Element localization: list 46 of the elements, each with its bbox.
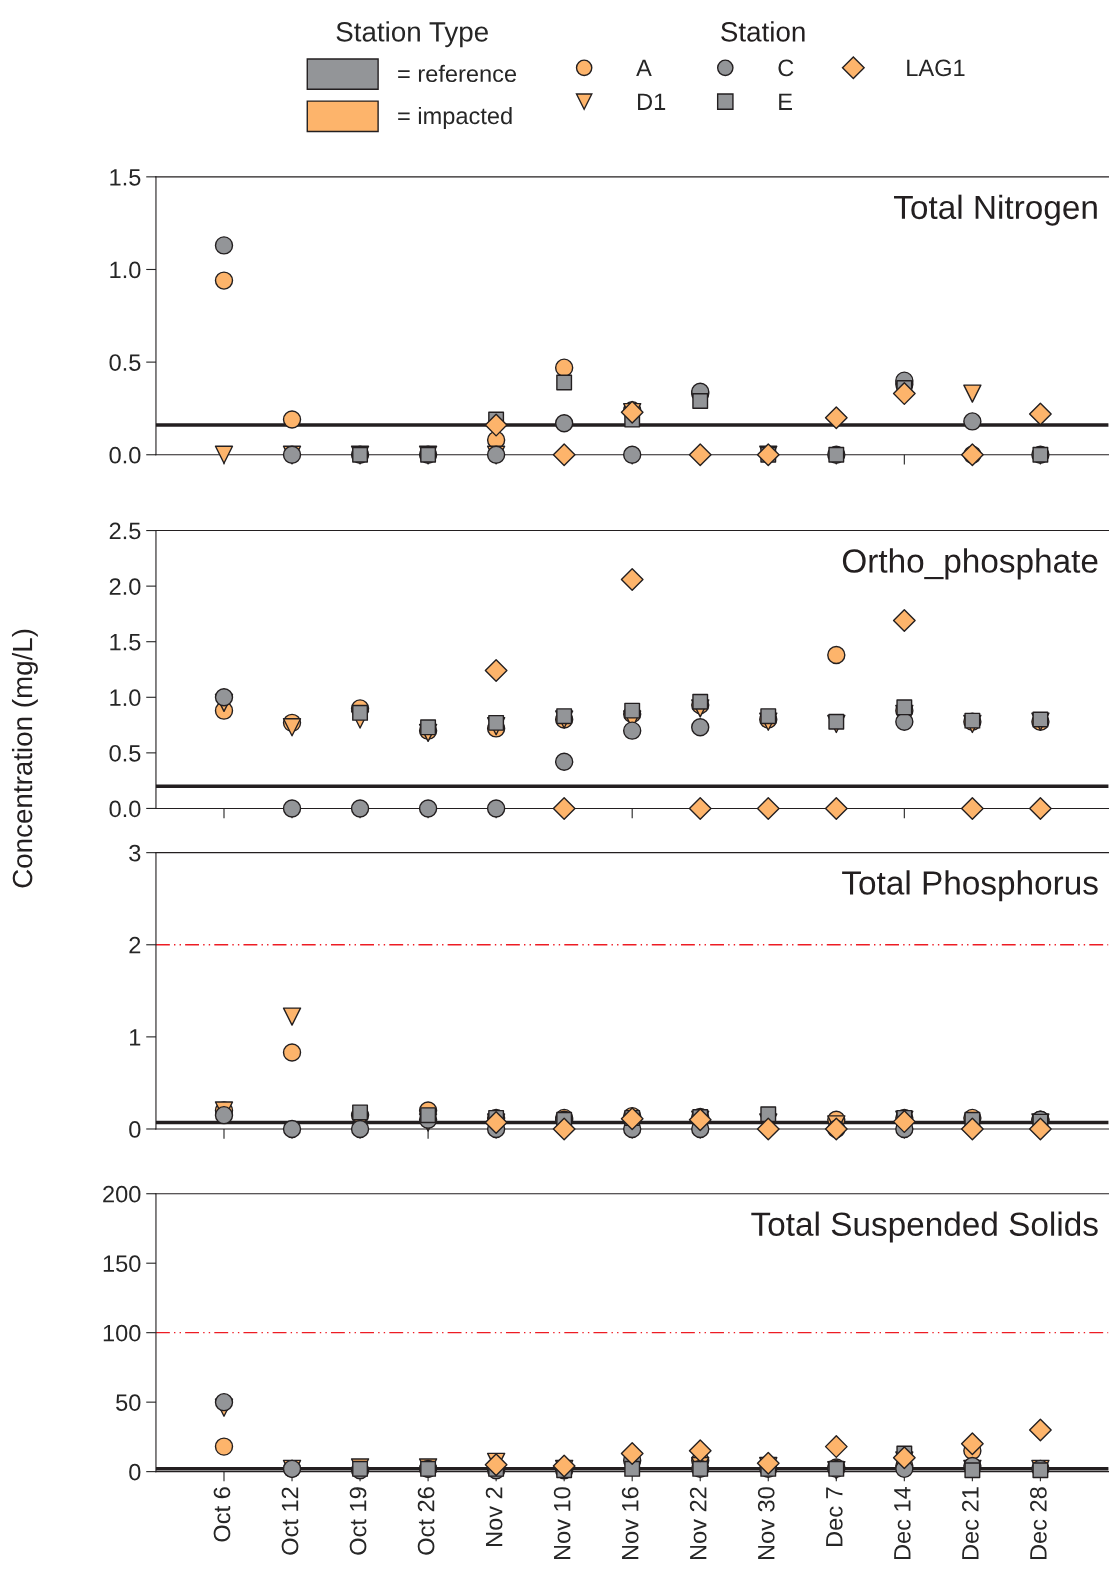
- y-tick-label: 0.0: [109, 800, 141, 818]
- y-tick-label: 0.5: [109, 744, 141, 762]
- x-tick-label: Dec 7: [826, 1487, 843, 1546]
- legend-label: D1: [638, 93, 666, 110]
- legend-label: A: [636, 59, 652, 77]
- text: Total Suspended Solids: [751, 1211, 1098, 1243]
- y-tick-label: 2.5: [109, 522, 141, 540]
- y-tick-label: 100: [103, 1324, 141, 1342]
- x-tick-label: Oct 12: [281, 1487, 299, 1555]
- x-tick-label: Nov 16: [621, 1487, 639, 1560]
- text: Total Nitrogen: [894, 194, 1097, 226]
- text: = reference: [398, 64, 517, 83]
- x-tick-label: Nov 2: [485, 1487, 503, 1546]
- x-tick-label: Nov 10: [553, 1487, 571, 1560]
- x-tick-label: Dec 21: [961, 1487, 979, 1560]
- legend-label: LAG1: [907, 59, 965, 77]
- y-tick-label: 1.0: [110, 261, 141, 279]
- y-tick-label: 2: [129, 936, 141, 954]
- x-tick-label: Oct 26: [417, 1487, 435, 1555]
- x-tick-label: Oct 19: [349, 1487, 367, 1555]
- y-tick-label: 1.5: [110, 169, 141, 186]
- y-axis-title: Concentration (mg/L): [11, 629, 38, 888]
- y-tick-label: 150: [103, 1255, 141, 1272]
- x-tick-label: Dec 14: [894, 1486, 911, 1560]
- y-tick-label: 1.0: [110, 689, 141, 707]
- y-tick-label: 1: [130, 1029, 141, 1046]
- y-tick-label: 2.0: [109, 578, 141, 595]
- y-tick-label: 0: [129, 1121, 141, 1138]
- text: Station Type: [336, 21, 488, 48]
- legend-label: C: [778, 59, 794, 77]
- x-tick-label: Nov 30: [757, 1487, 775, 1560]
- y-tick-label: 0: [129, 1463, 141, 1481]
- y-tick-label: 200: [103, 1185, 141, 1203]
- y-tick-label: 1.5: [110, 634, 141, 651]
- text: = impacted: [398, 106, 512, 129]
- x-tick-label: Nov 22: [689, 1487, 707, 1560]
- y-tick-label: 3: [129, 844, 141, 862]
- legend-label: E: [779, 93, 792, 110]
- x-tick-label: Oct 6: [213, 1487, 231, 1542]
- legend-title: Station: [721, 21, 805, 42]
- y-tick-label: 50: [116, 1394, 141, 1411]
- text: Ortho_phosphate: [842, 548, 1098, 580]
- y-tick-label: 0.0: [109, 446, 141, 464]
- chart-title: Total Phosphorus: [842, 870, 1098, 902]
- y-tick-label: 0.5: [109, 354, 141, 371]
- x-tick-label: Dec 28: [1030, 1487, 1047, 1560]
